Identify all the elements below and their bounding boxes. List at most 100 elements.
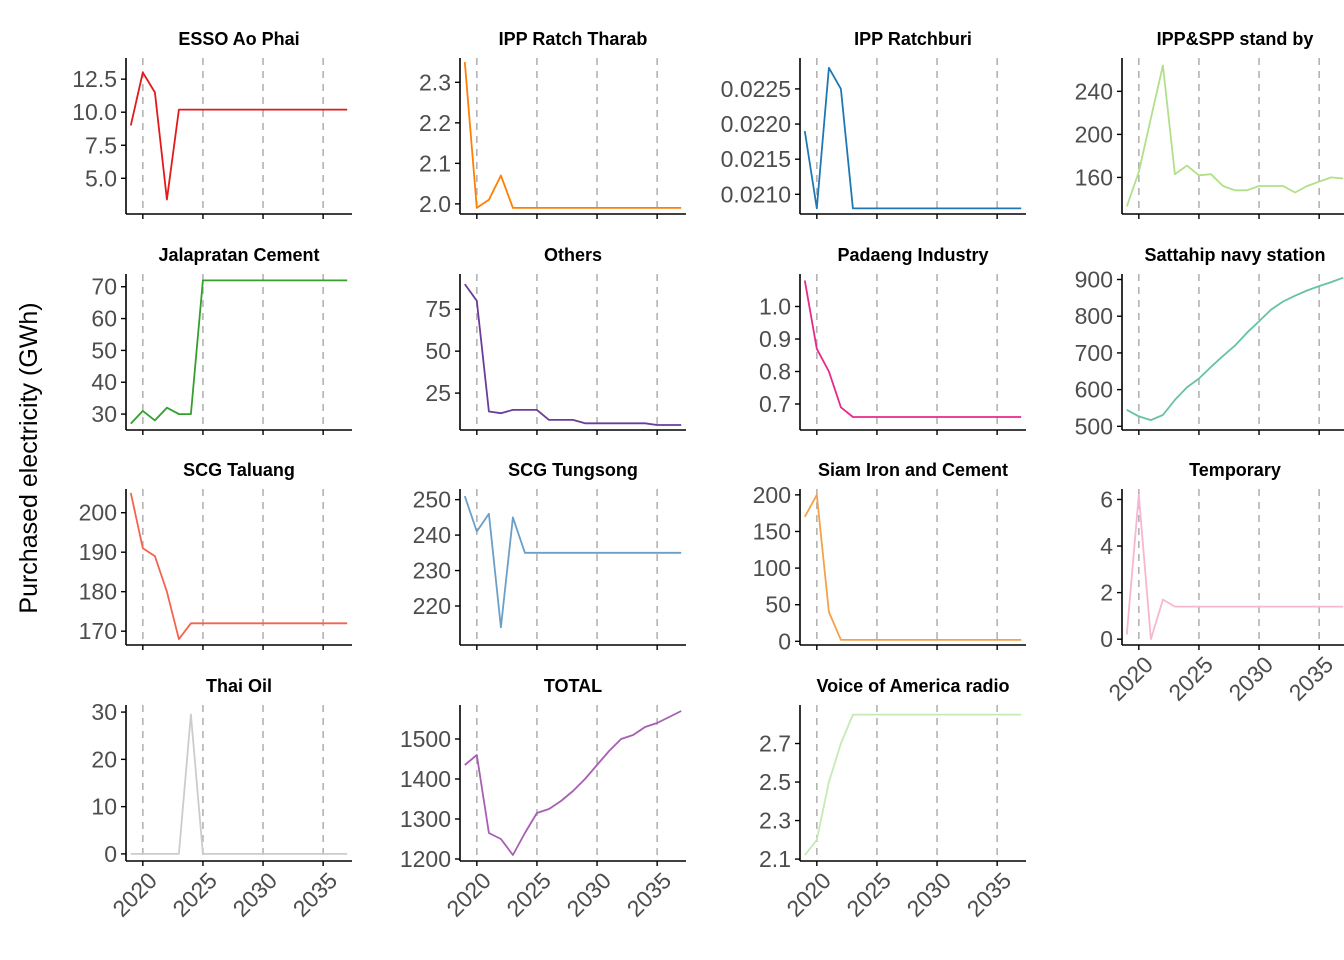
- panel-title: IPP&SPP stand by: [1157, 29, 1314, 49]
- y-tick-label: 250: [413, 487, 451, 513]
- panel-title: ESSO Ao Phai: [178, 29, 299, 49]
- y-tick-label: 2.1: [419, 150, 451, 176]
- panel: IPP&SPP stand by 240 200 160: [1075, 29, 1344, 219]
- y-tick-label: 30: [91, 401, 117, 427]
- y-tick-label: 0.9: [759, 326, 791, 352]
- y-axis-label: Purchased electricity (GWh): [15, 302, 43, 613]
- x-tick-label: 2030: [228, 867, 283, 922]
- x-tick-label: 2025: [167, 867, 222, 922]
- y-tick-label: 500: [1075, 413, 1113, 439]
- y-tick-label: 1500: [400, 726, 451, 752]
- y-tick-label: 75: [425, 296, 451, 322]
- x-tick-label: 2035: [288, 867, 343, 922]
- y-tick-label: 12.5: [72, 66, 117, 92]
- panel-title: Voice of America radio: [816, 676, 1009, 696]
- x-tick-label: 2035: [622, 867, 677, 922]
- y-tick-label: 0: [1100, 626, 1113, 652]
- series-line: [130, 279, 348, 425]
- y-tick-label: 100: [753, 555, 791, 581]
- series-line: [130, 713, 348, 855]
- y-tick-label: 1400: [400, 766, 451, 792]
- y-tick-label: 25: [425, 380, 451, 406]
- x-tick-label: 2025: [1163, 651, 1218, 706]
- y-tick-label: 200: [1075, 121, 1113, 147]
- y-tick-label: 2.3: [419, 69, 451, 95]
- y-tick-label: 200: [753, 482, 791, 508]
- y-tick-label: 20: [91, 746, 117, 772]
- y-tick-label: 50: [425, 338, 451, 364]
- series-line: [804, 713, 1022, 856]
- y-tick-label: 2.0: [419, 191, 451, 217]
- panel-title: Padaeng Industry: [837, 245, 988, 265]
- y-tick-label: 40: [91, 369, 117, 395]
- y-tick-label: 2.5: [759, 769, 791, 795]
- panel: Others 75 50 25: [425, 245, 686, 435]
- y-tick-label: 1.0: [759, 294, 791, 320]
- y-tick-label: 190: [79, 539, 117, 565]
- y-tick-label: 70: [91, 274, 117, 300]
- panel-title: Thai Oil: [206, 676, 272, 696]
- series-line: [129, 492, 348, 640]
- y-tick-label: 230: [413, 558, 451, 584]
- panels-group: ESSO Ao Phai 12.5 10.0 7.5 5.0 IPP Ratch Thar…: [72, 29, 1344, 922]
- x-tick-label: 2020: [441, 867, 496, 922]
- panel-title: IPP Ratchburi: [854, 29, 972, 49]
- panel-title: SCG Taluang: [183, 460, 295, 480]
- y-tick-label: 220: [413, 593, 451, 619]
- y-tick-label: 170: [79, 618, 117, 644]
- panel: Padaeng Industry 1.0 0.9 0.8 0.7: [759, 245, 1026, 435]
- x-tick-label: 2020: [1103, 651, 1158, 706]
- y-tick-label: 0.0225: [721, 76, 791, 102]
- panel-title: TOTAL: [544, 676, 602, 696]
- y-tick-label: 2.3: [759, 808, 791, 834]
- y-tick-label: 240: [413, 522, 451, 548]
- x-tick-label: 2035: [962, 867, 1017, 922]
- y-tick-label: 1200: [400, 846, 451, 872]
- y-tick-label: 160: [1075, 164, 1113, 190]
- series-line: [464, 710, 682, 856]
- panel-title: Sattahip navy station: [1144, 245, 1325, 265]
- y-tick-label: 2: [1100, 580, 1113, 606]
- series-line: [1125, 64, 1344, 207]
- y-tick-label: 2.7: [759, 731, 791, 757]
- y-tick-label: 0.8: [759, 359, 791, 385]
- series-line: [463, 62, 682, 209]
- x-tick-label: 2020: [107, 867, 162, 922]
- y-tick-label: 0.0215: [721, 146, 791, 172]
- y-tick-label: 6: [1100, 486, 1113, 512]
- panel: Sattahip navy station 900 800 700 600 500: [1075, 245, 1344, 439]
- panel: Siam Iron and Cement 200 150 100 50 0: [753, 460, 1026, 654]
- y-tick-label: 900: [1075, 267, 1113, 293]
- y-tick-label: 200: [79, 500, 117, 526]
- y-tick-label: 2.1: [759, 846, 791, 872]
- y-tick-label: 2.2: [419, 110, 451, 136]
- series-line: [803, 280, 1022, 418]
- y-tick-label: 30: [91, 699, 117, 725]
- y-tick-label: 150: [753, 518, 791, 544]
- panel: SCG Taluang 200 190 180 170: [79, 460, 352, 650]
- y-tick-label: 7.5: [85, 132, 117, 158]
- series-line: [129, 71, 348, 201]
- x-tick-label: 2020: [781, 867, 836, 922]
- x-tick-label: 2035: [1284, 651, 1339, 706]
- y-tick-label: 700: [1075, 340, 1113, 366]
- panel: Jalapratan Cement 70 60 50 40 30: [91, 245, 352, 435]
- y-tick-label: 10: [91, 794, 117, 820]
- x-tick-label: 2030: [902, 867, 957, 922]
- y-tick-label: 180: [79, 579, 117, 605]
- series-line: [464, 283, 682, 426]
- panel-title: SCG Tungsong: [508, 460, 638, 480]
- y-tick-label: 0.7: [759, 391, 791, 417]
- x-tick-label: 2030: [1224, 651, 1279, 706]
- y-tick-label: 5.0: [85, 165, 117, 191]
- x-tick-label: 2025: [841, 867, 896, 922]
- y-tick-label: 4: [1100, 533, 1113, 559]
- series-line: [1126, 276, 1344, 422]
- series-line: [463, 495, 682, 629]
- panel-title: Jalapratan Cement: [158, 245, 319, 265]
- y-tick-label: 0: [104, 841, 117, 867]
